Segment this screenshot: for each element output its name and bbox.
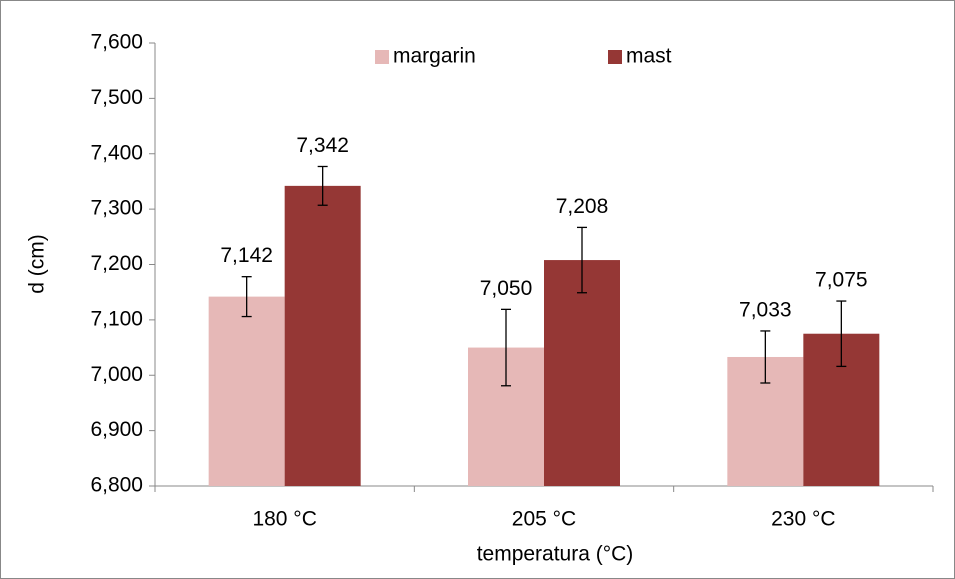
legend-swatch: [375, 50, 389, 64]
y-tick-label: 6,900: [90, 418, 143, 441]
y-tick-label: 7,200: [90, 252, 143, 275]
legend-swatch: [608, 50, 622, 64]
bar: [284, 185, 361, 486]
y-tick-label: 7,600: [90, 31, 143, 54]
y-axis-label: d (cm): [26, 234, 49, 294]
x-tick-label: 205 °C: [512, 508, 576, 531]
data-label: 7,075: [815, 269, 868, 292]
error-bar: [760, 330, 771, 384]
y-tick-label: 7,400: [90, 141, 143, 164]
data-label: 7,342: [296, 134, 349, 157]
error-bar: [836, 300, 847, 368]
y-tick-label: 7,100: [90, 307, 143, 330]
error-bar: [501, 308, 511, 387]
y-tick-label: 7,000: [90, 363, 143, 386]
data-label: 7,142: [220, 244, 273, 267]
legend-label: mast: [626, 45, 672, 68]
bar: [208, 296, 285, 486]
x-tick-label: 230 °C: [771, 508, 835, 531]
legend-label: margarin: [393, 45, 476, 68]
y-tick-label: 7,300: [90, 197, 143, 220]
data-label: 7,033: [739, 298, 792, 321]
data-label: 7,208: [556, 195, 609, 218]
x-tick-label: 180 °C: [252, 508, 316, 531]
error-bar: [241, 276, 252, 318]
x-axis-label: temperatura (°C): [477, 543, 634, 566]
y-tick-label: 7,500: [90, 86, 143, 109]
error-bar: [577, 226, 587, 294]
error-bar: [317, 165, 328, 206]
bar: [544, 260, 620, 486]
data-label: 7,050: [480, 277, 533, 300]
y-tick-label: 6,800: [90, 474, 143, 497]
